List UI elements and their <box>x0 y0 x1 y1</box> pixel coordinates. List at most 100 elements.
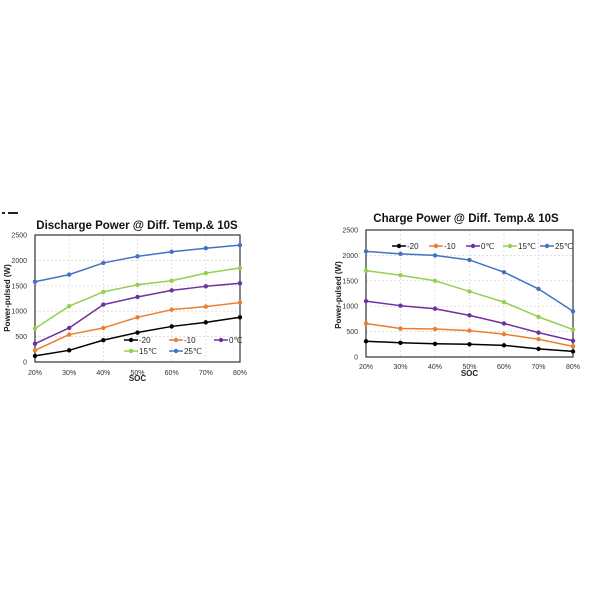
data-point-marker <box>363 339 369 344</box>
data-point-marker <box>66 332 72 337</box>
data-point-marker <box>432 341 438 346</box>
data-point-marker <box>467 342 472 347</box>
data-point-marker <box>237 242 243 248</box>
data-point-marker <box>398 340 403 345</box>
data-point-marker <box>363 298 369 304</box>
legend-marker-icon <box>128 337 134 343</box>
data-point-marker <box>101 325 106 331</box>
data-point-marker <box>101 302 106 307</box>
legend-item: 0℃ <box>466 242 494 251</box>
y-tick-label: 1500 <box>342 278 358 285</box>
series-line <box>32 315 243 359</box>
legend-label: -20 <box>139 336 151 345</box>
data-point-marker <box>501 331 507 337</box>
chart-title: Charge Power @ Diff. Temp.& 10S <box>373 213 559 225</box>
x-tick-label: 40% <box>428 364 442 371</box>
data-point-marker <box>536 314 541 320</box>
data-point-marker <box>432 278 438 283</box>
y-tick-label: 2500 <box>11 233 27 240</box>
data-point-marker <box>169 288 174 293</box>
data-point-marker <box>237 281 243 286</box>
legend-item: -20 <box>124 336 151 345</box>
series-line <box>363 339 576 354</box>
legend-label: 0℃ <box>481 242 494 251</box>
legend-marker-icon <box>433 243 439 249</box>
legend-item: 15℃ <box>124 347 157 356</box>
legend: -20 -10 0℃ 15℃ 25℃ <box>124 336 242 356</box>
data-point-marker <box>169 307 174 312</box>
x-tick-label: 80% <box>233 370 247 377</box>
data-point-marker <box>135 282 140 287</box>
legend-item: -20 <box>392 242 419 251</box>
data-point-marker <box>169 324 174 329</box>
series-line <box>363 249 576 314</box>
data-point-marker <box>570 338 576 343</box>
data-point-marker <box>32 326 38 331</box>
data-point-marker <box>203 284 209 289</box>
data-point-marker <box>536 346 541 352</box>
x-tick-label: 70% <box>199 370 213 377</box>
legend-marker-icon <box>128 348 134 354</box>
legend-label: 25℃ <box>184 347 202 356</box>
discharge-power-chart: Discharge Power @ Diff. Temp.& 10S 0 500 10… <box>3 220 247 383</box>
data-point-marker <box>536 330 541 335</box>
charge-power-chart: Charge Power @ Diff. Temp.& 10S 0 500 1000 1… <box>334 213 580 378</box>
y-tick-label: 2000 <box>342 253 358 260</box>
series-line <box>32 242 243 284</box>
y-tick-label: 1000 <box>342 304 358 311</box>
data-point-marker <box>536 286 541 292</box>
data-point-marker <box>237 265 243 271</box>
legend-marker-icon <box>544 243 550 249</box>
data-point-marker <box>363 249 369 254</box>
legend-label: -10 <box>184 336 196 345</box>
cropped-heading-fragment <box>2 212 18 215</box>
legend-label: -20 <box>407 242 419 251</box>
data-point-marker <box>570 349 576 354</box>
legend-marker-icon <box>173 337 179 343</box>
x-tick-label: 50% <box>462 364 476 371</box>
data-point-marker <box>432 326 438 332</box>
legend-item: 0℃ <box>214 336 242 345</box>
y-tick-label: 1000 <box>11 309 27 316</box>
legend-label: 15℃ <box>518 242 536 251</box>
data-point-marker <box>467 257 472 263</box>
data-point-marker <box>32 341 38 346</box>
x-tick-label: 20% <box>359 364 373 371</box>
legend-marker-icon <box>173 348 179 354</box>
data-point-marker <box>135 254 140 259</box>
x-tick-label: 30% <box>62 370 76 377</box>
data-point-marker <box>570 309 576 314</box>
data-point-marker <box>135 315 140 320</box>
series-line <box>363 268 576 332</box>
legend-label: 25℃ <box>555 242 573 251</box>
data-point-marker <box>203 246 209 251</box>
legend: -20 -10 0℃ 15℃ 25℃ <box>392 242 573 251</box>
x-axis-label: SOC <box>461 369 479 378</box>
x-tick-label: 70% <box>531 364 545 371</box>
data-point-marker <box>363 321 369 326</box>
chart-title: Discharge Power @ Diff. Temp.& 10S <box>36 220 238 232</box>
x-tick-label: 60% <box>165 370 179 377</box>
legend-item: 25℃ <box>540 242 573 251</box>
legend-item: -10 <box>169 336 196 345</box>
legend-marker-icon <box>507 243 513 249</box>
plot-frame <box>34 234 241 363</box>
data-point-marker <box>203 304 209 309</box>
x-tick-label: 20% <box>28 370 42 377</box>
data-point-marker <box>66 348 72 353</box>
series-line <box>32 281 243 346</box>
data-point-marker <box>169 278 174 283</box>
data-point-marker <box>66 325 72 331</box>
data-point-marker <box>203 270 209 276</box>
legend-marker-icon <box>470 243 476 249</box>
x-tick-label: 50% <box>130 370 144 377</box>
y-axis-label: Power-pulsed (W) <box>334 261 343 329</box>
series-line <box>32 265 243 331</box>
y-tick-label: 1500 <box>11 283 27 290</box>
data-point-marker <box>501 343 507 348</box>
x-tick-label: 40% <box>96 370 110 377</box>
legend-item: 25℃ <box>169 347 202 356</box>
legend-item: 15℃ <box>503 242 536 251</box>
x-axis-label: SOC <box>129 374 147 383</box>
data-point-marker <box>398 251 403 257</box>
